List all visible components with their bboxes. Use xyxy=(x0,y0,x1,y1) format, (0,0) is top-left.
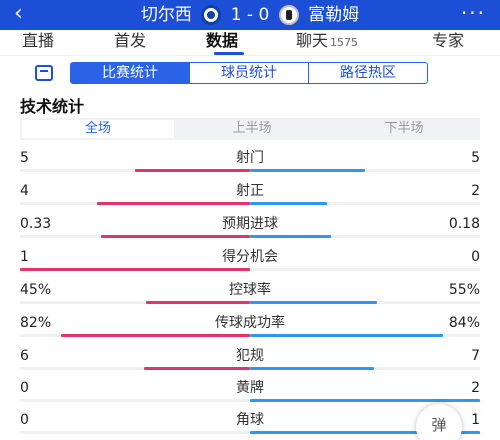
stat-label: 射门 xyxy=(236,150,264,166)
home-stat-value: 0 xyxy=(20,412,29,428)
subtab-heat-zones[interactable]: 路径热区 xyxy=(340,65,396,81)
away-bar-track xyxy=(250,431,480,434)
subtab-match-stats[interactable]: 比赛统计 xyxy=(71,63,190,83)
home-bar-track xyxy=(20,235,250,238)
away-stat-bar xyxy=(250,169,365,172)
away-bar-track xyxy=(250,334,480,337)
home-stat-value: 5 xyxy=(20,150,29,166)
away-team-logo-icon xyxy=(278,5,299,25)
home-stat-bar xyxy=(101,235,250,238)
stat-label: 控球率 xyxy=(229,282,271,298)
home-bar-track xyxy=(20,367,250,370)
away-stat-bar xyxy=(250,235,331,238)
home-stat-value: 0 xyxy=(20,380,29,396)
score: 1 - 0 xyxy=(230,5,270,25)
away-stat-value: 0.18 xyxy=(448,216,480,232)
stat-label: 黄牌 xyxy=(236,380,264,396)
away-stat-bar xyxy=(250,431,480,434)
tab-lineup[interactable]: 首发 xyxy=(114,31,147,50)
section-title: 技术统计 xyxy=(20,97,85,116)
stat-label: 射正 xyxy=(236,183,264,199)
away-bar-track xyxy=(250,268,480,271)
away-stat-bar xyxy=(250,334,443,337)
away-bar-track xyxy=(250,399,480,402)
home-stat-value: 0.33 xyxy=(20,216,52,232)
home-stat-bar xyxy=(61,334,250,337)
stat-label: 预期进球 xyxy=(222,216,278,232)
home-stat-value: 4 xyxy=(20,183,29,199)
home-stat-value: 6 xyxy=(20,348,29,364)
home-stat-bar xyxy=(97,202,250,205)
stat-row: 4 射正 2 xyxy=(20,183,480,215)
stat-row: 1 得分机会 0 xyxy=(20,249,480,281)
home-stat-bar xyxy=(146,301,250,304)
stat-label: 犯规 xyxy=(236,348,264,364)
away-stat-bar xyxy=(250,399,480,402)
home-stat-value: 82% xyxy=(20,315,52,331)
home-bar-track xyxy=(20,202,250,205)
period-selector: 全场 上半场 下半场 xyxy=(20,118,480,140)
tab-chat[interactable]: 聊天 1575 xyxy=(296,31,359,50)
stat-label: 得分机会 xyxy=(222,249,278,265)
away-stat-value: 1 xyxy=(471,412,480,428)
stat-row: 6 犯规 7 xyxy=(20,348,480,380)
segment-control: 比赛统计 球员统计 路径热区 xyxy=(70,62,428,84)
home-bar-track xyxy=(20,301,250,304)
stat-row: 0 黄牌 2 xyxy=(20,380,480,412)
chat-count: 1575 xyxy=(330,36,359,49)
away-stat-value: 84% xyxy=(448,315,480,331)
away-stat-bar xyxy=(250,202,327,205)
stat-label: 传球成功率 xyxy=(215,315,285,331)
tab-expert[interactable]: 专家 xyxy=(432,31,465,50)
home-stat-value: 45% xyxy=(20,282,52,298)
stats-subtabs: 比赛统计 球员统计 路径热区 xyxy=(0,62,500,86)
away-stat-bar xyxy=(250,301,377,304)
active-tab-indicator xyxy=(214,52,244,55)
match-scoreline: 切尔西 1 - 0 富勒姆 xyxy=(0,4,500,26)
home-team-logo-icon xyxy=(201,5,222,25)
period-second-half[interactable]: 下半场 xyxy=(384,121,424,136)
away-stat-value: 55% xyxy=(448,282,480,298)
away-team-name: 富勒姆 xyxy=(308,5,360,25)
home-stat-bar xyxy=(135,169,250,172)
stat-row: 45% 控球率 55% xyxy=(20,282,480,314)
home-bar-track xyxy=(20,169,250,172)
period-full[interactable]: 全场 xyxy=(22,120,174,138)
away-bar-track xyxy=(250,301,480,304)
away-stat-value: 2 xyxy=(471,183,480,199)
stat-row: 82% 传球成功率 84% xyxy=(20,315,480,347)
away-stat-value: 7 xyxy=(471,348,480,364)
stat-label: 角球 xyxy=(236,412,264,428)
stat-row: 0.33 预期进球 0.18 xyxy=(20,216,480,248)
home-stat-bar xyxy=(144,367,250,370)
danmaku-button[interactable]: 弹 xyxy=(416,404,462,440)
stat-row: 0 角球 1 xyxy=(20,412,480,440)
more-options-icon[interactable]: ··· xyxy=(460,1,486,25)
away-bar-track xyxy=(250,202,480,205)
home-bar-track xyxy=(20,399,250,402)
main-tabs: 直播 首发 数据 聊天 1575 专家 xyxy=(0,30,500,56)
away-bar-track xyxy=(250,169,480,172)
home-bar-track xyxy=(20,431,250,434)
match-header: ‹ 切尔西 1 - 0 富勒姆 ··· xyxy=(0,0,500,30)
away-stat-value: 2 xyxy=(471,380,480,396)
subtab-player-stats[interactable]: 球员统计 xyxy=(190,63,309,83)
home-bar-track xyxy=(20,268,250,271)
back-icon[interactable]: ‹ xyxy=(14,1,23,26)
away-bar-track xyxy=(250,367,480,370)
home-stat-value: 1 xyxy=(20,249,29,265)
stat-row: 5 射门 5 xyxy=(20,150,480,182)
away-stat-value: 5 xyxy=(471,150,480,166)
away-stat-value: 0 xyxy=(471,249,480,265)
away-stat-bar xyxy=(250,367,374,370)
period-first-half[interactable]: 上半场 xyxy=(232,121,272,136)
tab-live[interactable]: 直播 xyxy=(22,31,55,50)
home-team-name: 切尔西 xyxy=(140,5,192,25)
refresh-icon[interactable] xyxy=(35,65,53,81)
home-stat-bar xyxy=(20,268,250,271)
tab-data[interactable]: 数据 xyxy=(206,31,239,50)
away-bar-track xyxy=(250,235,480,238)
home-bar-track xyxy=(20,334,250,337)
